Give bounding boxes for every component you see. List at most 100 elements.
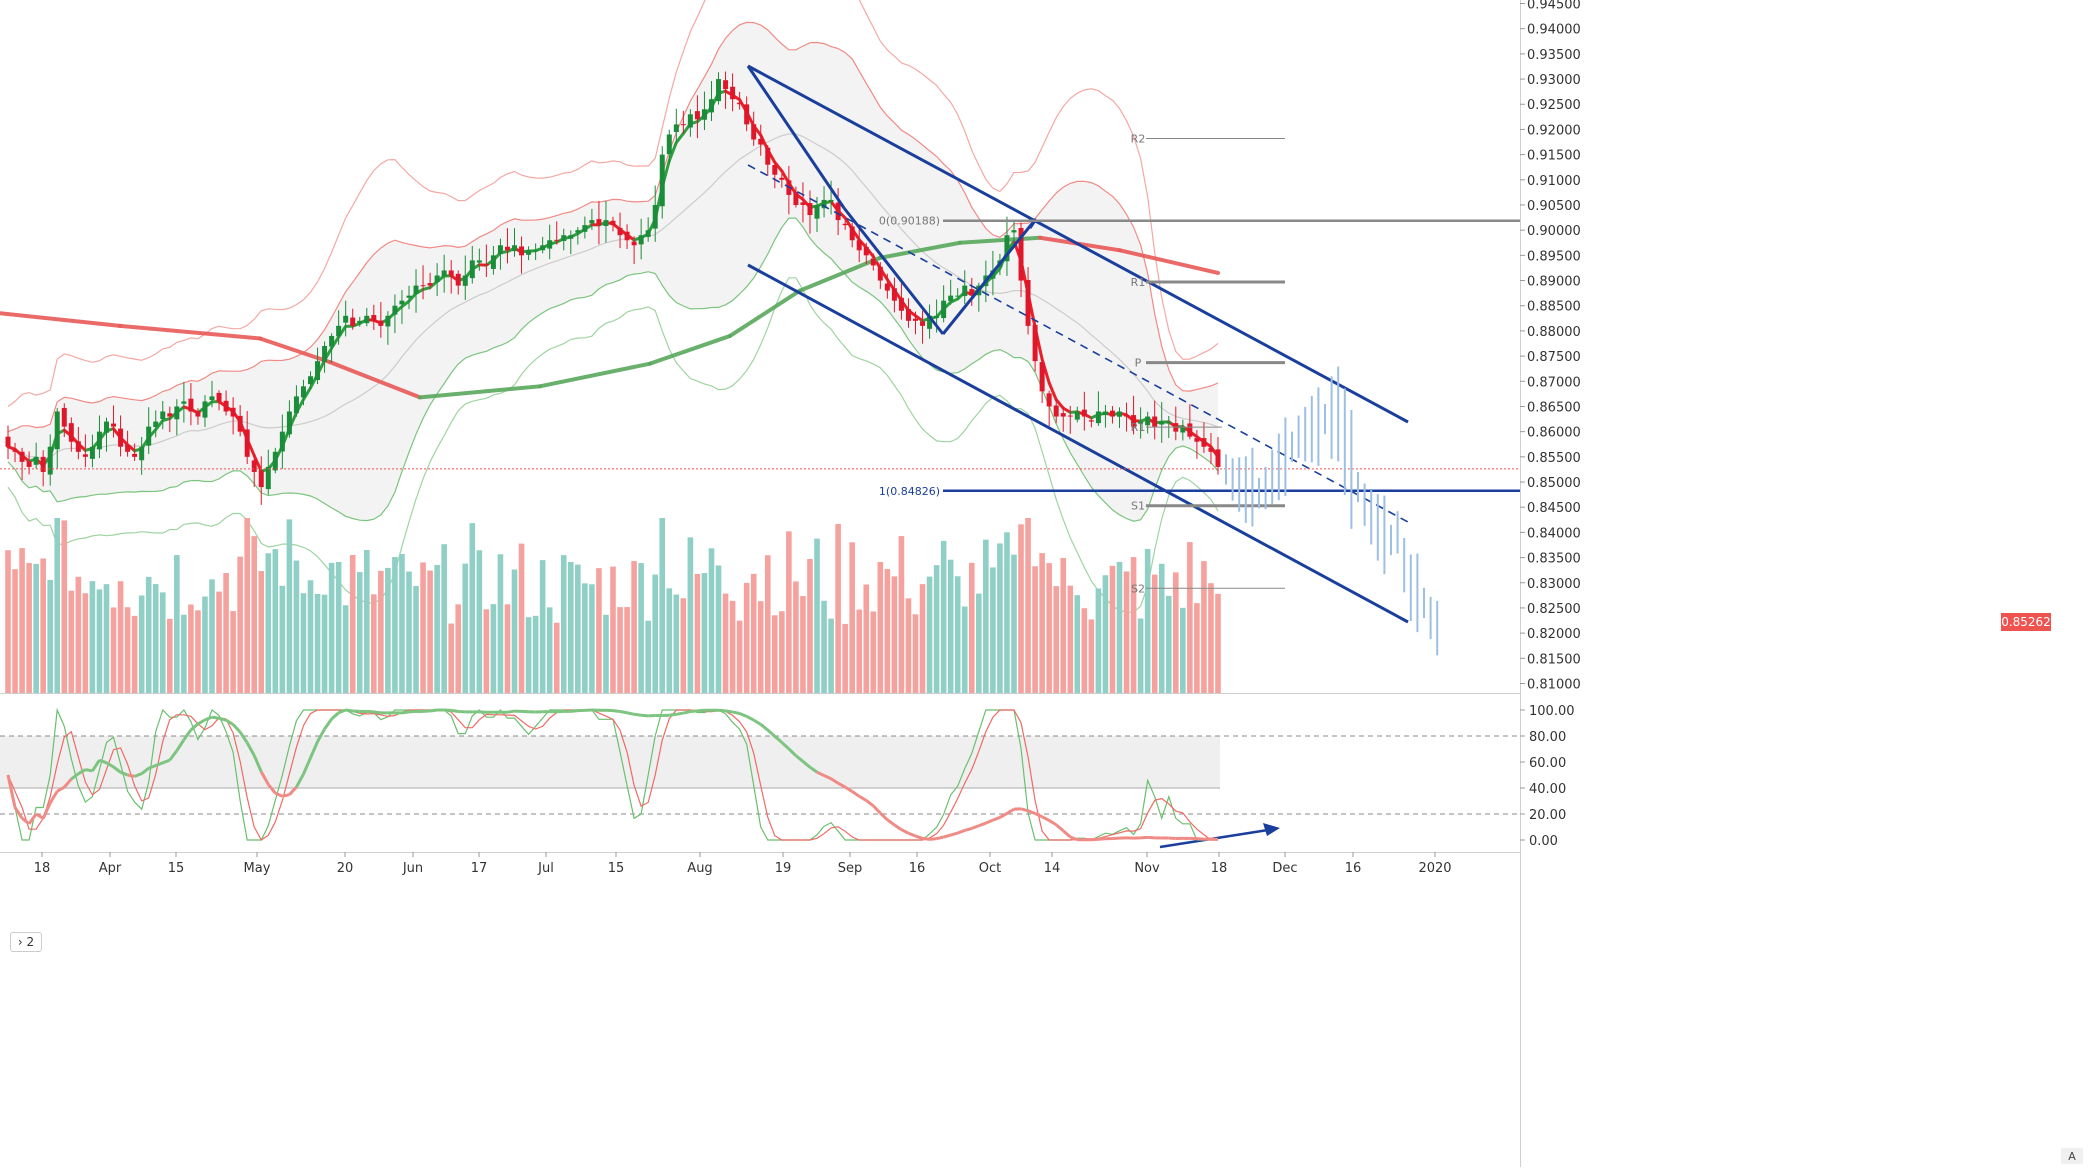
slow-stoch-segment [212, 717, 219, 718]
slow-stoch-segment [768, 730, 775, 736]
time-tick-label: 15 [168, 861, 185, 876]
volume-bar [280, 586, 286, 693]
osc-tick-label: 20.00 [1529, 808, 1566, 823]
volume-bar [1187, 542, 1193, 693]
volume-bar [751, 574, 757, 693]
candle-body [34, 457, 39, 465]
volume-bar [1032, 566, 1038, 693]
volume-bar [737, 621, 743, 693]
slow-stoch-segment [1028, 811, 1035, 814]
candle-body [1047, 393, 1052, 406]
volume-bar [666, 588, 672, 693]
volume-bar [69, 591, 75, 693]
candle-body [758, 139, 763, 145]
auto-scale-button[interactable]: A [2061, 1148, 2083, 1164]
volume-bar [681, 598, 687, 693]
volume-bar [181, 615, 187, 693]
slow-stoch-segment [894, 825, 901, 830]
volume-bar [870, 611, 876, 693]
slow-stoch-segment [332, 713, 339, 719]
volume-bar [941, 541, 947, 693]
arrow-head-icon [1263, 823, 1280, 836]
volume-bar [216, 592, 222, 693]
candle-body [1159, 422, 1164, 425]
candle-body [1103, 412, 1108, 416]
slow-stoch-segment [325, 719, 332, 729]
volume-bar [1117, 562, 1123, 693]
volume-bar [97, 589, 103, 693]
candle-body [69, 423, 74, 442]
volume-bar [512, 569, 518, 693]
candle-body [906, 309, 911, 321]
volume-bar [498, 554, 504, 693]
volume-bar [828, 619, 834, 693]
candle-body [336, 326, 341, 336]
slow-stoch-segment [1007, 809, 1014, 813]
candle-body [287, 412, 292, 435]
volume-bar [814, 539, 820, 693]
osc-tick-label: 60.00 [1529, 756, 1566, 771]
slow-stoch-segment [958, 830, 965, 833]
candle-body [76, 441, 81, 451]
candle-body [456, 274, 461, 286]
volume-bar [420, 562, 426, 693]
fib-1-label: 1(0.84826) [879, 485, 940, 498]
candle-body [491, 255, 496, 269]
volume-bar [624, 607, 630, 693]
volume-bar [287, 519, 293, 693]
slow-stoch-segment [930, 839, 937, 840]
slow-stoch-segment [965, 828, 972, 830]
pane-collapse-button[interactable]: › 2 [10, 932, 42, 952]
candle-body [526, 250, 531, 255]
volume-bar [315, 594, 321, 693]
volume-bar [33, 564, 39, 693]
volume-bar [1215, 594, 1221, 693]
slow-stoch-segment [937, 837, 944, 839]
time-tick-label: Jul [537, 861, 554, 876]
volume-bar [955, 576, 961, 693]
time-tick-label: Jun [402, 861, 423, 876]
candle-body [1089, 420, 1094, 421]
candle-body [702, 109, 707, 119]
candle-body [414, 286, 419, 295]
volume-bar [491, 604, 497, 693]
volume-bar [1018, 524, 1024, 693]
slow-stoch-segment [85, 770, 92, 771]
slow-stoch-segment [866, 800, 873, 805]
slow-stoch-segment [683, 712, 690, 714]
volume-bar [1011, 555, 1017, 693]
candle-body [857, 240, 862, 250]
volume-bar [462, 564, 468, 693]
volume-bar [237, 557, 243, 693]
volume-bar [702, 573, 708, 693]
volume-bar [1124, 571, 1130, 693]
slow-stoch-segment [233, 724, 240, 732]
slow-stoch-segment [859, 796, 866, 800]
candle-body [153, 422, 158, 428]
volume-bar [209, 579, 215, 693]
volume-bar [399, 554, 405, 693]
candle-body [48, 447, 53, 475]
volume-bar [1145, 549, 1151, 693]
volume-bar [5, 550, 11, 693]
volume-bar [526, 617, 532, 693]
osc-tick-label: 40.00 [1529, 782, 1566, 797]
price-tick-label: 0.88000 [1527, 325, 1581, 340]
candle-body [421, 285, 426, 286]
slow-ma-segment [730, 291, 800, 336]
volume-bar [174, 555, 180, 693]
price-tick-label: 0.90500 [1527, 199, 1581, 214]
slow-stoch-segment [951, 833, 958, 835]
volume-bar [674, 595, 680, 693]
volume-bar [695, 574, 701, 693]
candle-body [582, 225, 587, 232]
volume-bar [821, 601, 827, 693]
candle-body [1117, 412, 1122, 417]
price-axis[interactable]: 0.945000.940000.935000.930000.925000.920… [1520, 0, 1581, 693]
volume-bar [1166, 596, 1172, 693]
slow-stoch-segment [873, 806, 880, 813]
volume-bar [779, 611, 785, 693]
